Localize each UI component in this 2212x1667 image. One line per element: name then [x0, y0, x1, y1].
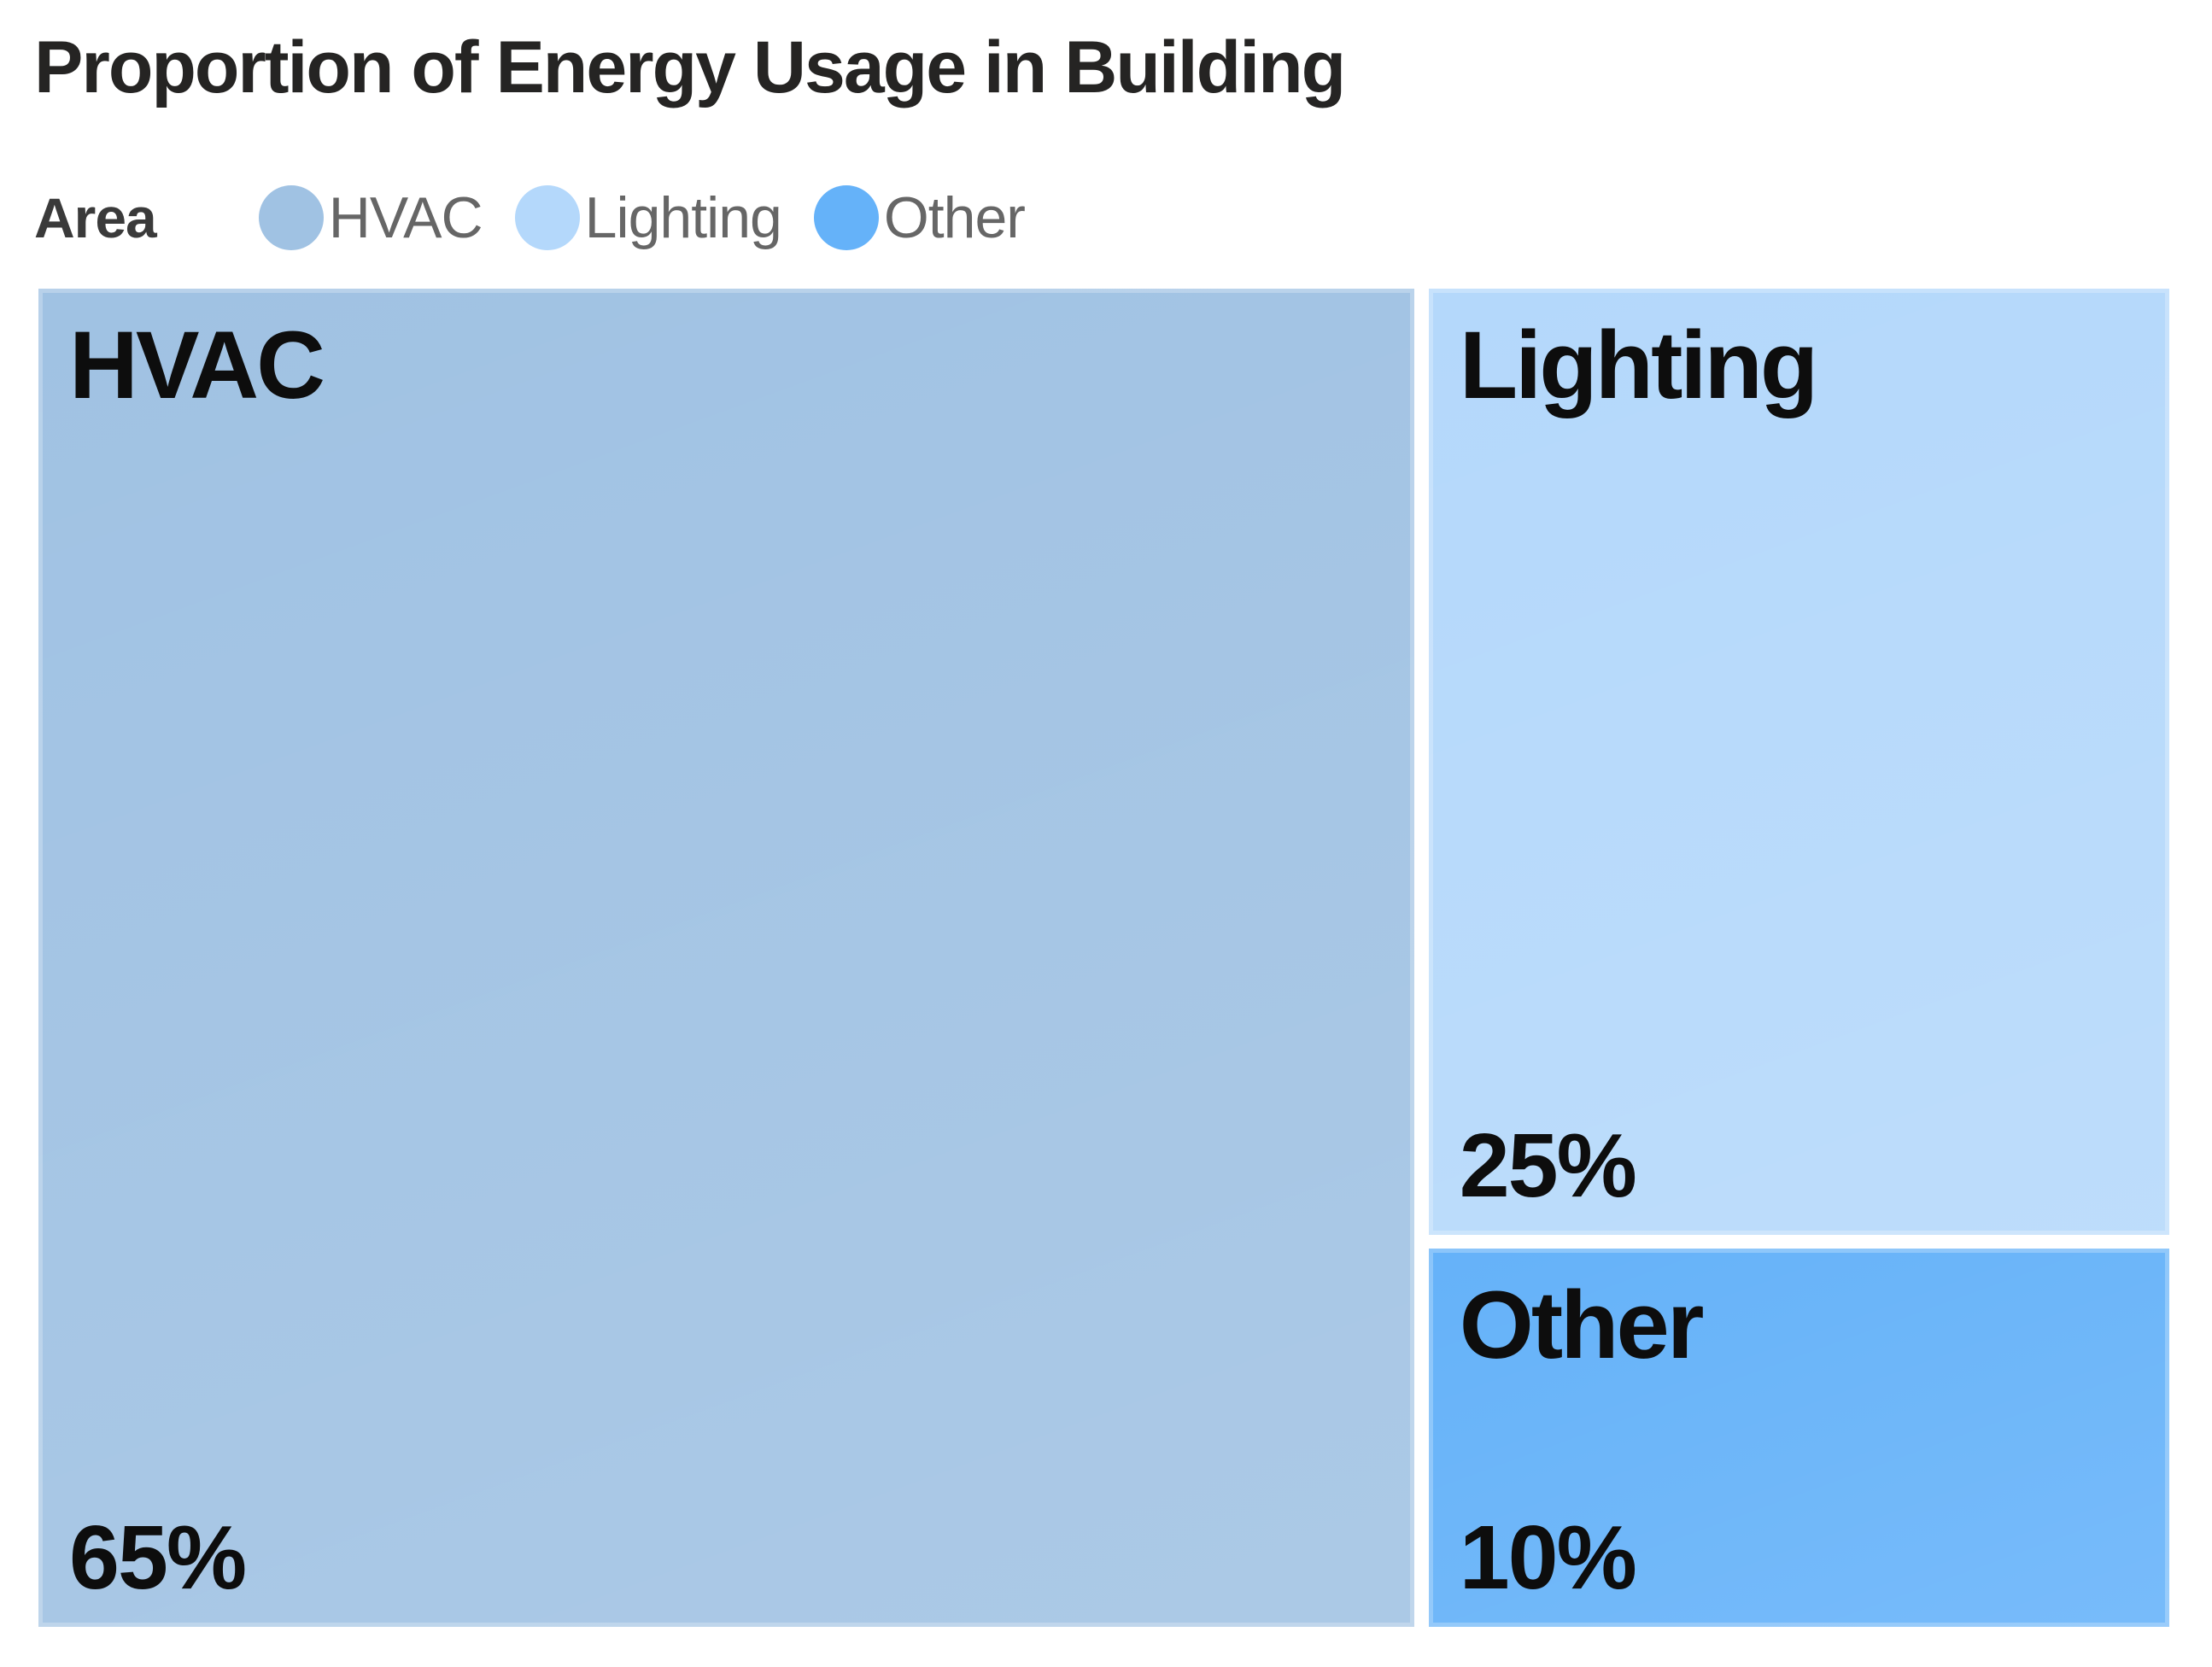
legend-item-lighting[interactable]: Lighting: [514, 184, 782, 251]
legend-item-label: HVAC: [328, 185, 483, 250]
tile-value-label: 25%: [1459, 1114, 1637, 1216]
legend-dot-hvac-icon: [258, 185, 324, 250]
legend-dot-other-icon: [813, 185, 879, 250]
legend-item-label: Lighting: [584, 185, 782, 250]
treemap-plot-area: HVAC 65% Lighting 25% Other 10%: [38, 289, 2169, 1627]
chart-title: Proportion of Energy Usage in Building: [34, 26, 1346, 108]
treemap-tile-other[interactable]: Other 10%: [1428, 1248, 2169, 1627]
tile-category-label: HVAC: [69, 312, 325, 418]
legend-item-label: Other: [883, 185, 1026, 250]
legend-title: Area: [34, 186, 157, 249]
tile-category-label: Lighting: [1459, 312, 1819, 418]
tile-category-label: Other: [1459, 1271, 1705, 1378]
tile-value-label: 65%: [69, 1507, 247, 1608]
legend-item-hvac[interactable]: HVAC: [258, 184, 483, 251]
treemap-right-column: Lighting 25% Other 10%: [1428, 289, 2169, 1627]
legend: Area HVAC Lighting Other: [34, 171, 1057, 265]
legend-item-other[interactable]: Other: [813, 184, 1026, 251]
legend-dot-lighting-icon: [514, 185, 580, 250]
treemap-tile-hvac[interactable]: HVAC 65%: [38, 289, 1414, 1627]
tile-value-label: 10%: [1459, 1507, 1637, 1608]
treemap-tile-lighting[interactable]: Lighting 25%: [1428, 289, 2169, 1235]
